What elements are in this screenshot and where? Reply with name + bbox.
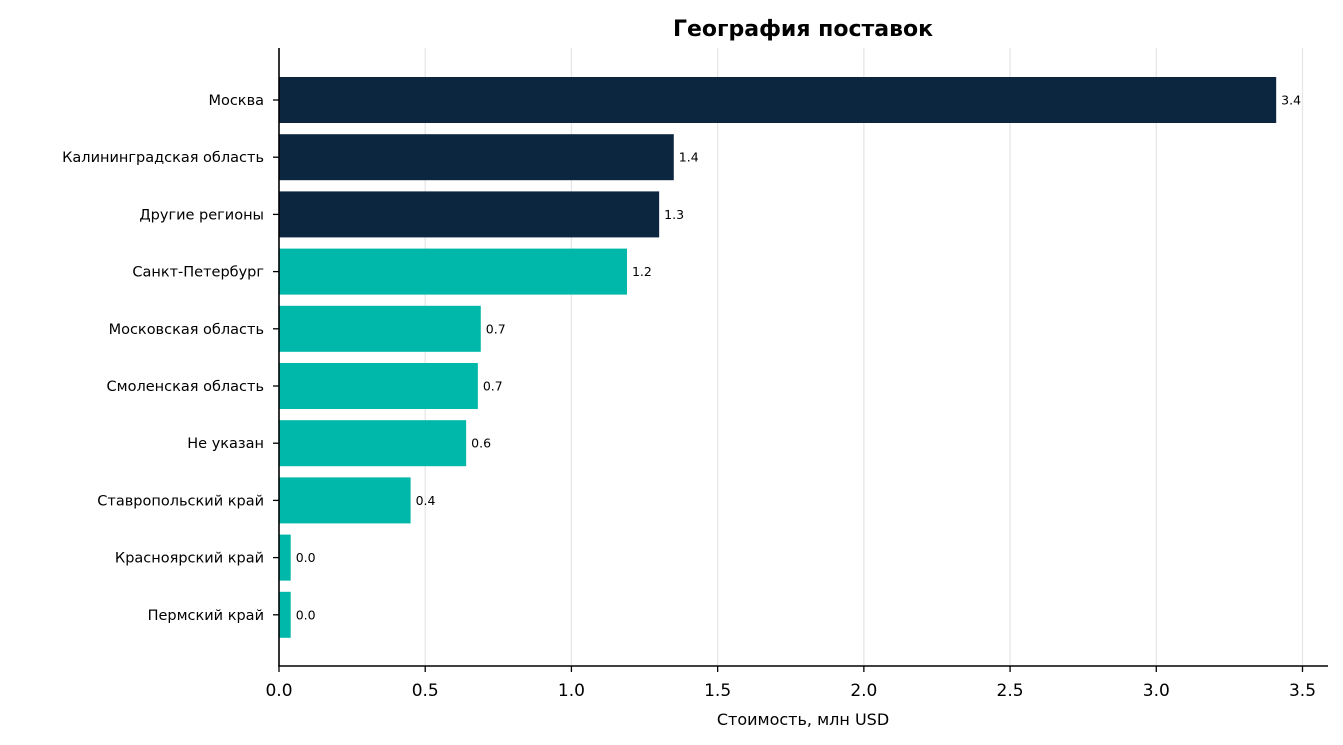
y-tick-label: Красноярский край [115, 551, 264, 567]
x-tick-label: 3.5 [1289, 681, 1316, 701]
data-label: 1.4 [679, 150, 699, 165]
x-tick-label: 0.0 [265, 681, 292, 701]
data-label: 0.0 [296, 607, 316, 622]
data-label: 0.7 [483, 379, 503, 394]
bars [279, 77, 1277, 638]
x-ticks: 0.0 0.5 1.0 1.5 2.0 2.5 3.0 3.5 [265, 666, 1316, 701]
bar [279, 134, 674, 181]
data-label: 0.4 [416, 493, 436, 508]
chart-title: География поставок [673, 17, 933, 42]
y-tick-label: Московская область [109, 322, 264, 338]
bar [279, 191, 660, 238]
data-label: 0.6 [471, 436, 491, 451]
y-tick-label: Смоленская область [107, 379, 264, 395]
data-label: 0.0 [296, 550, 316, 565]
y-tick-label: Другие регионы [139, 207, 264, 223]
x-tick-label: 2.5 [997, 681, 1024, 701]
x-tick-label: 0.5 [412, 681, 439, 701]
bar [279, 248, 627, 295]
bar [279, 363, 478, 409]
bar [279, 591, 291, 638]
x-tick-label: 2.0 [850, 681, 877, 701]
x-tick-label: 3.0 [1143, 681, 1170, 701]
y-tick-label: Санкт-Петербург [132, 265, 264, 281]
x-axis-label: Стоимость, млн USD [717, 710, 889, 729]
data-labels: 3.4 1.4 1.3 1.2 0.7 0.7 0.6 0.4 0.0 0.0 [296, 93, 1301, 623]
bar [279, 420, 467, 467]
bar [279, 77, 1277, 123]
y-tick-label: Пермский край [148, 608, 264, 624]
y-tick-label: Ставропольский край [97, 493, 264, 509]
data-label: 1.3 [664, 207, 684, 222]
y-tick-label: Калининградская область [62, 150, 264, 166]
bar [279, 477, 411, 524]
x-tick-label: 1.5 [704, 681, 731, 701]
bar [279, 534, 291, 581]
x-tick-label: 1.0 [558, 681, 585, 701]
y-ticks: Москва Калининградская область Другие реги… [62, 93, 279, 624]
bar [279, 305, 481, 352]
y-tick-label: Москва [208, 93, 264, 109]
axes [278, 48, 1328, 667]
data-label: 1.2 [632, 264, 652, 279]
data-label: 3.4 [1281, 93, 1301, 108]
data-label: 0.7 [486, 321, 506, 336]
y-tick-label: Не указан [187, 436, 264, 452]
